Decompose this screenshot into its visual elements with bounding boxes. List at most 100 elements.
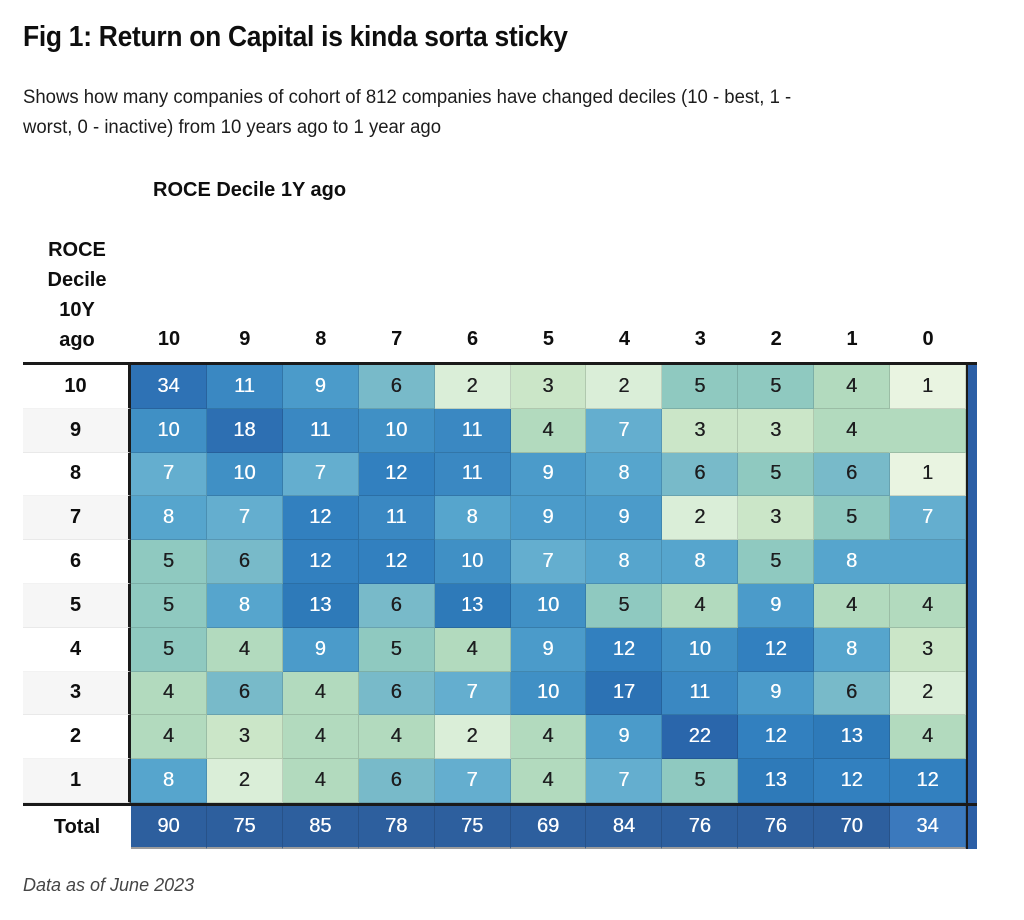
heatmap-cell: 12 — [738, 627, 815, 672]
heatmap-cell: 8 — [131, 759, 207, 803]
heatmap-cell: 3 — [662, 408, 739, 453]
matrix-row-9: 9 10 18 11 10 11 4 7 3 3 4 — [23, 408, 977, 453]
heatmap-cell: 9 — [586, 496, 663, 541]
row-label: 6 — [23, 540, 131, 584]
heatmap-cell: 12 — [282, 540, 359, 584]
heatmap-cell: 2 — [434, 365, 511, 409]
row-label: 9 — [23, 408, 131, 453]
heatmap-cell: 11 — [358, 496, 435, 541]
column-header-3: 3 — [694, 328, 706, 350]
data-as-of-footnote: Data as of June 2023 — [23, 875, 195, 895]
heatmap-cell: 22 — [662, 715, 739, 760]
heatmap-cell: 4 — [131, 671, 207, 716]
heatmap-cell: 5 — [131, 540, 207, 584]
heatmap-cell: 18 — [206, 408, 283, 453]
heatmap-cell: 4 — [282, 759, 359, 803]
column-header-0: 0 — [922, 328, 934, 350]
total-cell: 69 — [510, 805, 587, 850]
total-cell: 78 — [358, 805, 435, 850]
heatmap-cell: 6 — [662, 452, 739, 497]
heatmap-cell: 6 — [358, 583, 435, 628]
matrix-total-row: Total 90 75 85 78 75 69 84 76 76 70 34 — [23, 805, 977, 850]
column-header-6: 6 — [467, 328, 479, 350]
heatmap-cell: 2 — [586, 365, 663, 409]
heatmap-cell: 2 — [662, 496, 739, 541]
heatmap-cell: 1 — [890, 365, 966, 409]
row-axis-title-line: ago — [59, 329, 95, 351]
heatmap-cell: 5 — [662, 759, 739, 803]
heatmap-cell: 7 — [586, 408, 663, 453]
figure-subtitle: Shows how many companies of cohort of 81… — [23, 83, 791, 143]
row-label: 1 — [23, 759, 131, 803]
heatmap-cell: 7 — [510, 540, 587, 584]
heatmap-cell: 3 — [890, 627, 966, 672]
matrix-row-6: 6 5 6 12 12 10 7 8 8 5 8 — [23, 540, 977, 584]
row-label: 8 — [23, 452, 131, 497]
heatmap-cell: 10 — [434, 540, 511, 584]
heatmap-cell: 5 — [738, 540, 815, 584]
total-cell: 76 — [738, 805, 815, 850]
heatmap-cell: 6 — [358, 671, 435, 716]
heatmap-cell: 11 — [434, 408, 511, 453]
row-label: 7 — [23, 496, 131, 541]
heatmap-cell: 4 — [890, 715, 966, 760]
heatmap-cell: 8 — [662, 540, 739, 584]
row-label: 2 — [23, 715, 131, 760]
right-strip — [965, 759, 977, 803]
heatmap-cell: 8 — [586, 540, 663, 584]
heatmap-cell: 17 — [586, 671, 663, 716]
row-axis-title-line: Decile — [47, 269, 107, 291]
heatmap-cell: 12 — [282, 496, 359, 541]
heatmap-matrix: ROCE Decile 10Y ago 10 9 8 7 6 5 4 3 2 1 0 10 34 11 9 6 2 3 2… — [23, 232, 977, 850]
heatmap-cell: 7 — [890, 496, 966, 541]
heatmap-cell: 12 — [814, 759, 891, 803]
right-strip — [965, 452, 977, 497]
total-separator — [23, 802, 977, 806]
column-header-2: 2 — [770, 328, 782, 350]
total-cell: 75 — [206, 805, 283, 850]
heatmap-cell: 4 — [814, 583, 891, 628]
heatmap-cell: 7 — [586, 759, 663, 803]
heatmap-cell: 12 — [358, 540, 435, 584]
column-header-4: 4 — [618, 328, 630, 350]
right-strip — [965, 365, 977, 409]
heatmap-cell: 9 — [282, 627, 359, 672]
heatmap-cell: 4 — [814, 365, 891, 409]
heatmap-cell: 13 — [434, 583, 511, 628]
heatmap-cell: 5 — [586, 583, 663, 628]
heatmap-cell: 9 — [738, 671, 815, 716]
heatmap-cell: 4 — [206, 627, 283, 672]
total-row-label: Total — [23, 805, 131, 850]
heatmap-cell: 9 — [738, 583, 815, 628]
heatmap-cell: 5 — [814, 496, 891, 541]
heatmap-cell: 3 — [206, 715, 283, 760]
heatmap-cell: 12 — [890, 759, 966, 803]
heatmap-cell: 3 — [510, 365, 587, 409]
right-strip — [965, 583, 977, 628]
heatmap-cell: 7 — [206, 496, 283, 541]
heatmap-cell: 8 — [131, 496, 207, 541]
heatmap-cell: 8 — [586, 452, 663, 497]
column-header-7: 7 — [391, 328, 403, 350]
heatmap-cell: 12 — [586, 627, 663, 672]
matrix-row-8: 8 7 10 7 12 11 9 8 6 5 6 1 — [23, 452, 977, 497]
matrix-row-7: 7 8 7 12 11 8 9 9 2 3 5 7 — [23, 496, 977, 541]
column-header-10: 10 — [157, 328, 181, 350]
total-cell: 85 — [282, 805, 359, 850]
column-header-9: 9 — [239, 328, 251, 350]
heatmap-cell: 4 — [282, 671, 359, 716]
heatmap-cell: 11 — [662, 671, 739, 716]
row-label: 5 — [23, 583, 131, 628]
heatmap-cell: 6 — [206, 540, 283, 584]
heatmap-cell: 6 — [206, 671, 283, 716]
heatmap-cell: 3 — [738, 496, 815, 541]
heatmap-cell: 9 — [510, 627, 587, 672]
heatmap-cell — [890, 408, 966, 453]
heatmap-cell: 5 — [738, 365, 815, 409]
heatmap-cell: 2 — [206, 759, 283, 803]
heatmap-cell: 5 — [358, 627, 435, 672]
heatmap-cell: 2 — [890, 671, 966, 716]
column-header-8: 8 — [315, 328, 327, 350]
right-strip — [965, 715, 977, 760]
heatmap-cell: 13 — [814, 715, 891, 760]
